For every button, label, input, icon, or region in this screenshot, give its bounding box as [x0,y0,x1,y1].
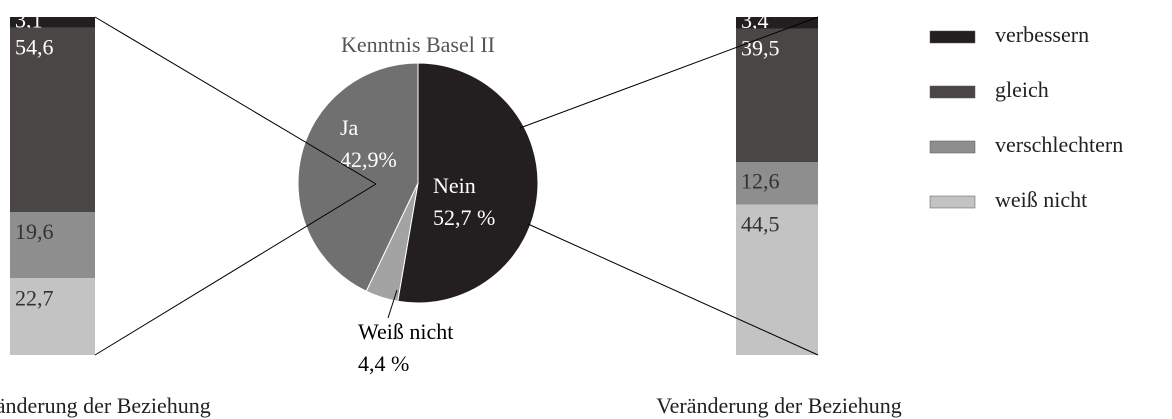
bar-segment [10,27,95,213]
connector [94,183,377,356]
leader-line [387,289,398,319]
legend-label: verschlechtern [995,132,1123,157]
connector [94,16,377,185]
legend-swatch [929,30,976,44]
connector [519,16,819,129]
slice-value-label: 4,4 % [358,351,409,376]
category-label: Veränderung der Beziehung [656,393,902,418]
bar-segment [10,278,95,355]
bar-segment [736,28,818,163]
pie-title: Kenntnis Basel II [341,32,495,57]
legend-swatch [929,195,976,209]
bar-segment [736,162,818,205]
slice-label: Weiß nicht [358,319,453,344]
connector [527,223,819,356]
bar-segment [10,17,95,28]
legend-swatch [929,140,976,154]
slice-value-label: 42,9% [340,147,397,172]
bar-segment [10,212,95,279]
bar-value-label: 44,5 [741,212,780,237]
slice-label: Ja [340,115,359,140]
legend-label: verbessern [995,22,1089,47]
slice-value-label: 52,7 % [433,205,495,230]
bar-value-label: 19,6 [15,219,54,244]
legend-label: gleich [995,77,1049,102]
bar-value-label: 39,5 [741,36,780,61]
legend-label: weiß nicht [995,187,1087,212]
bar-value-label: 22,7 [15,285,54,310]
category-label: Veränderung der Beziehung [0,393,211,418]
bar-value-label: 54,6 [15,35,54,60]
pie-slice [297,62,419,292]
bar-segment [736,17,818,29]
bar-value-label: 12,6 [741,168,780,193]
slice-label: Nein [433,173,476,198]
pie-slice [397,62,539,304]
connector-lines [94,16,819,356]
legend-swatch [929,85,976,99]
bar-segment [736,204,818,355]
